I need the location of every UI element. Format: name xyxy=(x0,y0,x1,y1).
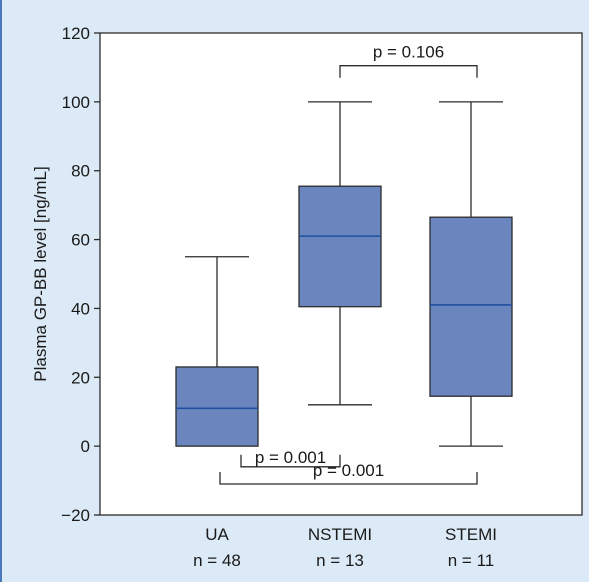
y-tick-label: 100 xyxy=(62,93,90,112)
boxes xyxy=(175,101,513,447)
p-value-bracket: p = 0.106 xyxy=(339,43,478,78)
y-tick-label: 80 xyxy=(71,162,90,181)
y-tick-label: 0 xyxy=(81,437,90,456)
category-label: NSTEMI xyxy=(308,525,372,544)
y-tick-label: 60 xyxy=(71,231,90,250)
y-tick-label: −20 xyxy=(61,506,90,525)
p-value-bracket: p = 0.001 xyxy=(219,461,478,485)
iqr-box xyxy=(298,185,382,308)
box-ua xyxy=(175,256,259,447)
bracket-line xyxy=(240,454,341,468)
box-stemi xyxy=(429,101,513,447)
y-tick-label: 120 xyxy=(62,24,90,43)
y-tick-label: 40 xyxy=(71,299,90,318)
bracket-line xyxy=(219,472,478,485)
p-value-label: p = 0.001 xyxy=(313,461,384,480)
iqr-box xyxy=(429,216,513,397)
category-labels: UA n = 48 NSTEMI n = 13 STEMI n = 11 xyxy=(193,525,497,570)
box-nstemi xyxy=(298,101,382,406)
category-n-label: n = 13 xyxy=(316,551,364,570)
bracket-line xyxy=(339,65,478,78)
y-axis-label: Plasma GP-BB level [ng/mL] xyxy=(31,166,50,381)
p-value-bracket: p = 0.001 xyxy=(240,448,341,468)
iqr-box xyxy=(175,366,259,447)
p-value-label: p = 0.001 xyxy=(255,448,326,467)
p-value-label: p = 0.106 xyxy=(373,43,444,62)
y-axis-ticks: −20 0 20 40 60 80 100 120 xyxy=(61,24,100,525)
category-label: UA xyxy=(205,525,229,544)
category-label: STEMI xyxy=(445,525,497,544)
y-tick-label: 20 xyxy=(71,368,90,387)
category-n-label: n = 48 xyxy=(193,551,241,570)
category-n-label: n = 11 xyxy=(448,551,494,570)
